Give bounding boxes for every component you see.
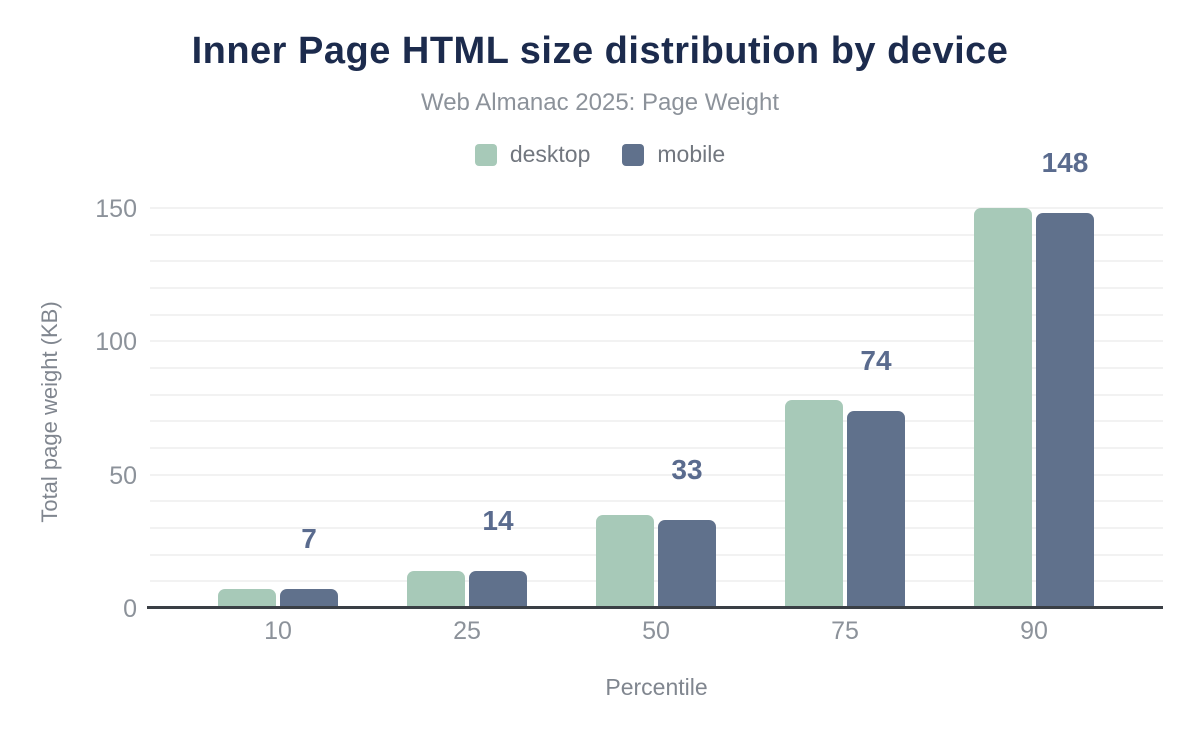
data-label-p75: 74 [860,345,892,376]
y-tick-150: 150 [95,195,137,223]
gridline-70 [150,420,1163,423]
legend-item-mobile: mobile [622,141,725,168]
data-label-p25: 14 [482,505,514,536]
x-tick-75: 75 [831,617,859,645]
bar-desktop-p75 [785,400,843,608]
gridline-10 [150,580,1163,583]
bar-mobile-p50 [658,520,716,608]
x-axis-line [147,606,1163,609]
gridline-30 [150,527,1163,529]
gridline-50 [150,473,1163,476]
x-tick-50: 50 [642,617,670,645]
legend-label-mobile: mobile [657,141,726,167]
legend: desktop mobile [0,141,1200,168]
gridline-120 [150,287,1163,289]
gridline-20 [150,553,1163,556]
plot-area: 7 14 33 74 148 [150,147,1163,608]
gridline-100 [150,340,1163,343]
bar-desktop-p50 [596,515,654,608]
bar-mobile-p25 [469,571,527,608]
data-label-p10: 7 [301,523,317,554]
bar-mobile-p75 [847,411,905,608]
gridline-90 [150,367,1163,369]
legend-item-desktop: desktop [474,141,591,168]
bar-mobile-p10 [280,589,338,608]
data-label-p50: 33 [671,454,703,485]
gridline-150 [150,207,1163,209]
x-tick-10: 10 [264,617,292,645]
gridline-40 [150,500,1163,503]
gridline-80 [150,393,1163,396]
gridline-60 [150,447,1163,449]
y-tick-0: 0 [123,595,137,623]
bar-mobile-p90 [1036,213,1094,608]
bar-desktop-p10 [218,589,276,608]
x-axis-title: Percentile [605,674,708,700]
gridline-130 [150,260,1163,263]
x-tick-25: 25 [453,617,481,645]
y-tick-50: 50 [109,462,137,490]
x-tick-90: 90 [1020,617,1048,645]
bar-desktop-p90 [974,208,1032,608]
legend-label-desktop: desktop [509,141,591,167]
mobile-swatch-icon [622,143,645,166]
desktop-swatch-icon [474,143,497,166]
chart-subtitle: Web Almanac 2025: Page Weight [420,89,779,116]
bar-desktop-p25 [407,571,465,608]
gridline-140 [150,233,1163,236]
gridline-110 [150,313,1163,316]
y-tick-100: 100 [95,328,137,356]
data-label-p90: 148 [1041,147,1089,178]
chart-title: Inner Page HTML size distribution by dev… [191,30,1009,72]
